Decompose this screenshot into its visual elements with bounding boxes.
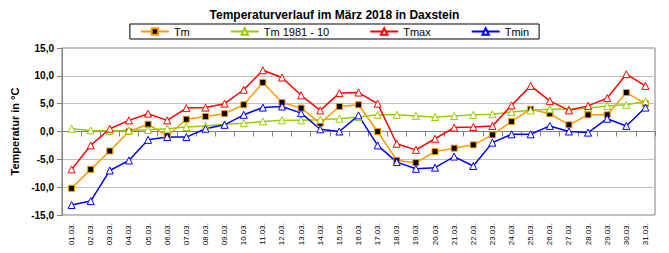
- svg-text:25.03.: 25.03.: [526, 223, 535, 245]
- svg-text:27.03.: 27.03.: [564, 223, 573, 245]
- svg-text:0,0: 0,0: [40, 126, 54, 137]
- svg-text:Temperatur in °C: Temperatur in °C: [9, 87, 21, 175]
- svg-text:26.03.: 26.03.: [545, 223, 554, 245]
- svg-text:Tm: Tm: [174, 26, 190, 38]
- svg-text:15.03.: 15.03.: [335, 223, 344, 245]
- svg-text:10.03.: 10.03.: [239, 223, 248, 245]
- svg-text:16.03.: 16.03.: [354, 223, 363, 245]
- svg-text:09.03.: 09.03.: [220, 223, 229, 245]
- svg-text:Tmin: Tmin: [505, 26, 529, 38]
- svg-text:Tmax: Tmax: [403, 26, 431, 38]
- svg-text:-15,0: -15,0: [31, 210, 54, 221]
- svg-text:24.03.: 24.03.: [507, 223, 516, 245]
- svg-text:01.03.: 01.03.: [67, 223, 76, 245]
- svg-text:5,0: 5,0: [40, 98, 54, 109]
- svg-text:05.03.: 05.03.: [144, 223, 153, 245]
- svg-text:13.03.: 13.03.: [297, 223, 306, 245]
- svg-text:02.03.: 02.03.: [86, 223, 95, 245]
- svg-text:11.03.: 11.03.: [258, 223, 267, 245]
- svg-text:Temperaturverlauf im März 2018: Temperaturverlauf im März 2018 in Daxste…: [210, 8, 460, 22]
- svg-text:-5,0: -5,0: [37, 154, 55, 165]
- svg-text:04.03.: 04.03.: [124, 223, 133, 245]
- svg-text:22.03.: 22.03.: [469, 223, 478, 245]
- svg-text:03.03.: 03.03.: [105, 223, 114, 245]
- svg-text:07.03.: 07.03.: [182, 223, 191, 245]
- svg-text:21.03.: 21.03.: [450, 223, 459, 245]
- svg-text:15,0: 15,0: [35, 43, 55, 54]
- svg-text:Tm 1981 - 10: Tm 1981 - 10: [264, 26, 329, 38]
- svg-text:10,0: 10,0: [35, 70, 55, 81]
- svg-text:29.03.: 29.03.: [603, 223, 612, 245]
- svg-text:19.03.: 19.03.: [411, 223, 420, 245]
- svg-text:-10,0: -10,0: [31, 182, 54, 193]
- svg-text:06.03.: 06.03.: [163, 223, 172, 245]
- svg-text:20.03.: 20.03.: [431, 223, 440, 245]
- svg-text:17.03.: 17.03.: [373, 223, 382, 245]
- svg-text:08.03.: 08.03.: [201, 223, 210, 245]
- svg-text:18.03.: 18.03.: [392, 223, 401, 245]
- svg-text:12.03.: 12.03.: [277, 223, 286, 245]
- svg-text:31.03.: 31.03.: [641, 223, 650, 245]
- svg-text:28.03.: 28.03.: [584, 223, 593, 245]
- svg-text:14.03.: 14.03.: [316, 223, 325, 245]
- svg-text:30.03.: 30.03.: [622, 223, 631, 245]
- svg-text:23.03.: 23.03.: [488, 223, 497, 245]
